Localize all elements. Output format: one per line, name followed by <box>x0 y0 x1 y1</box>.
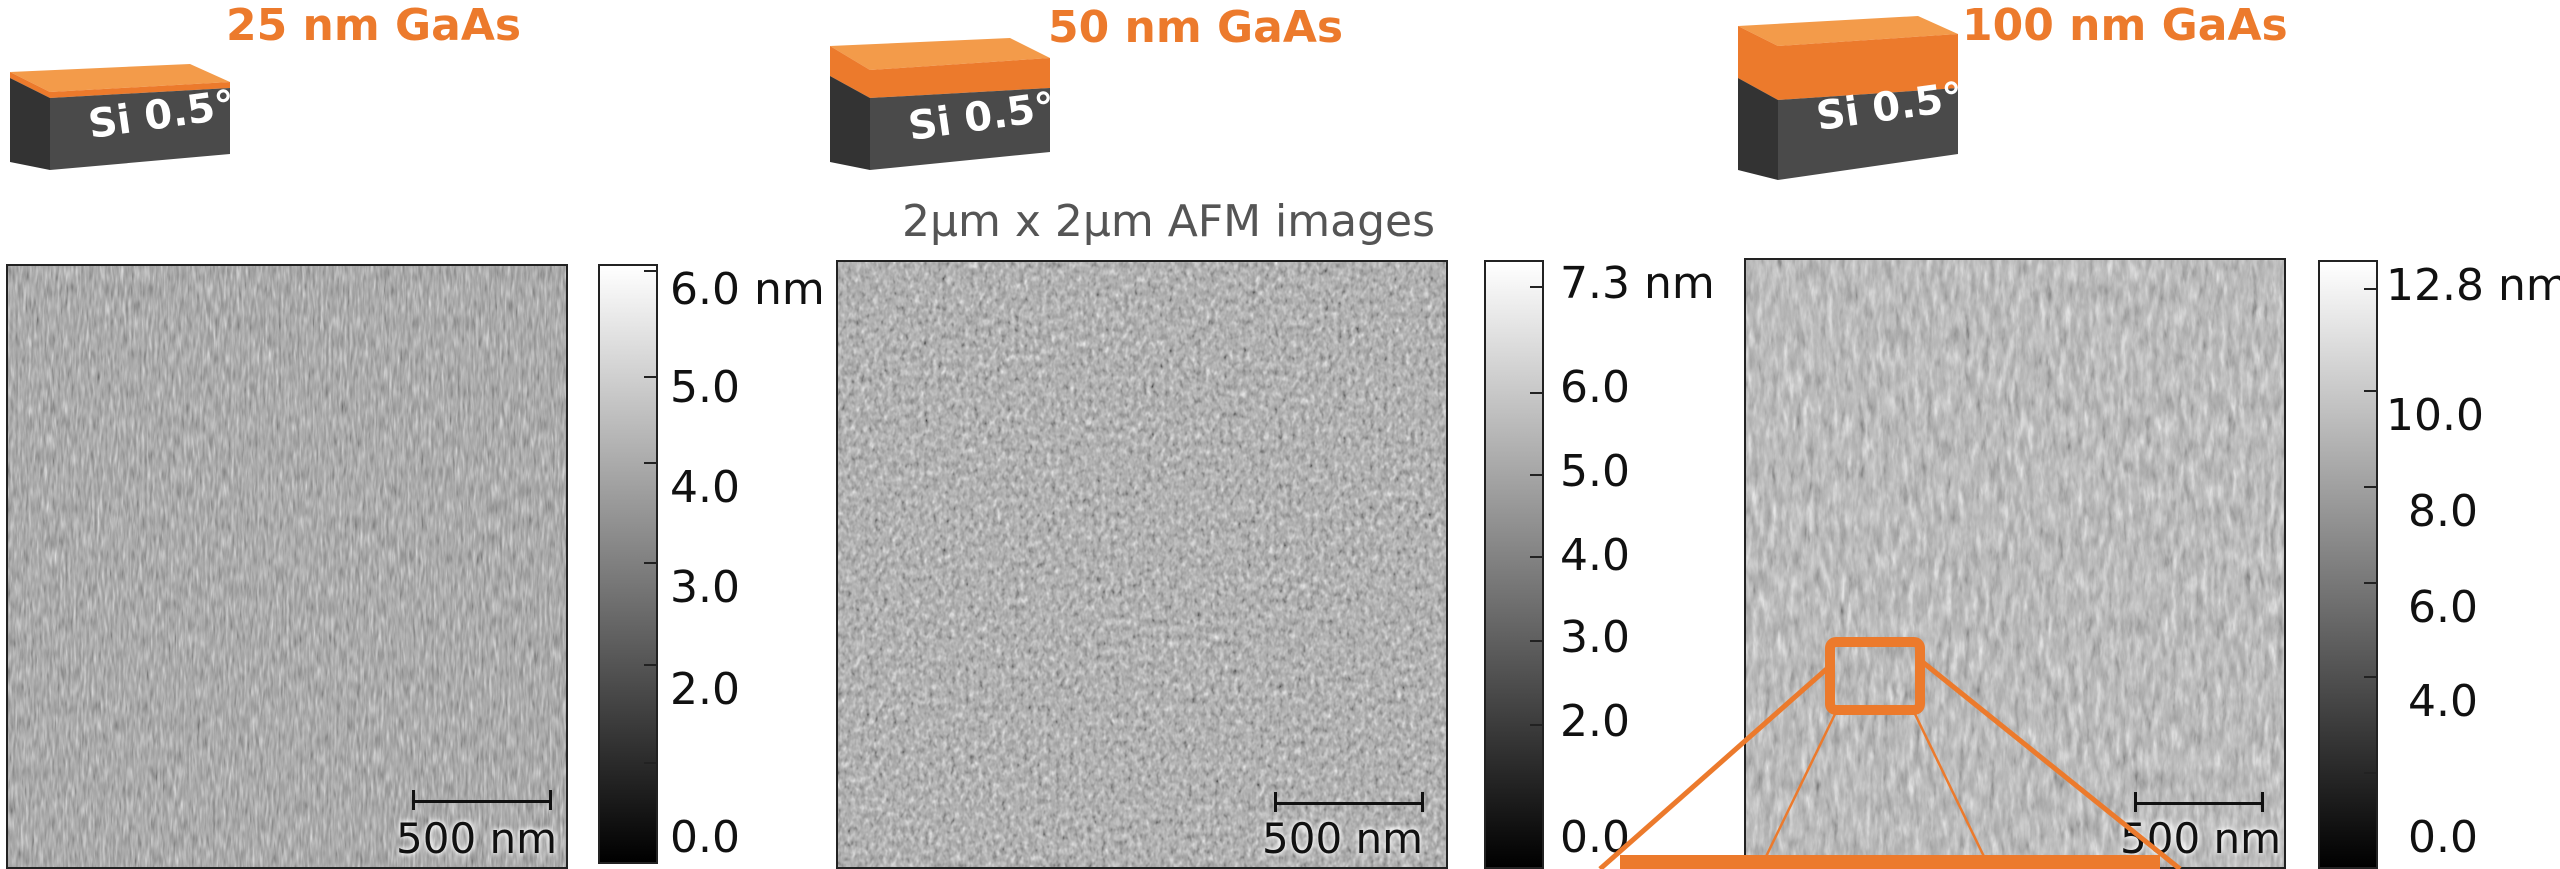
colorbar-tick-label: 3.0 <box>670 562 740 613</box>
afm-caption: 2μm x 2μm AFM images <box>902 196 1436 247</box>
colorbar-100nm <box>2318 260 2378 869</box>
afm-image-25nm: 500 nm <box>6 264 568 869</box>
colorbar-tick-label: 4.0 <box>1560 530 1630 581</box>
colorbar-tick-label: 6.0 nm <box>670 264 825 315</box>
colorbar-tick <box>2364 390 2378 392</box>
scalebar-label: 500 nm <box>2120 814 2282 863</box>
film-label-50nm: 50 nm GaAs <box>1048 2 1344 53</box>
colorbar-25nm <box>598 264 658 864</box>
scalebar-label: 500 nm <box>1262 814 1424 863</box>
scalebar <box>1274 792 1424 812</box>
colorbar-tick <box>1530 392 1544 394</box>
layer-stack-50nm-drawing <box>830 38 1050 170</box>
colorbar-tick-label: 0.0 <box>2408 812 2478 863</box>
colorbar-tick <box>2364 582 2378 584</box>
colorbar-tick-label: 5.0 <box>670 362 740 413</box>
colorbar-tick-label: 6.0 <box>2408 582 2478 633</box>
colorbar-tick-label: 8.0 <box>2408 486 2478 537</box>
colorbar-tick <box>1530 640 1544 642</box>
scalebar <box>412 790 552 810</box>
colorbar-tick <box>2364 486 2378 488</box>
layer-stack-100nm-drawing <box>1738 16 1958 180</box>
colorbar-tick-label: 12.8 nm <box>2386 260 2560 311</box>
afm-texture <box>8 266 566 867</box>
colorbar-tick-label: 0.0 <box>670 812 740 863</box>
scalebar-label: 500 nm <box>396 814 558 863</box>
film-label-25nm: 25 nm GaAs <box>226 0 522 51</box>
colorbar-tick <box>2364 676 2378 678</box>
colorbar-tick <box>644 664 658 666</box>
afm-image-50nm: 500 nm <box>836 260 1448 869</box>
afm-image-100nm: 500 nm <box>1744 258 2286 869</box>
layer-stack-25nm-drawing <box>10 64 230 170</box>
colorbar-tick-label: 10.0 <box>2386 390 2484 441</box>
colorbar-tick-label: 4.0 <box>2408 676 2478 727</box>
scalebar <box>2134 792 2264 812</box>
colorbar-tick-label: 2.0 <box>670 664 740 715</box>
colorbar-tick <box>1530 474 1544 476</box>
colorbar-tick-label: 2.0 <box>1560 696 1630 747</box>
layer-stack-100nm: Si 0.5° <box>1738 4 1966 184</box>
colorbar-tick-label: 3.0 <box>1560 612 1630 663</box>
colorbar-tick <box>644 462 658 464</box>
colorbar-tick <box>2364 772 2378 774</box>
colorbar-tick <box>644 376 658 378</box>
colorbar-tick <box>644 270 658 272</box>
colorbar-tick-label: 7.3 nm <box>1560 258 1715 309</box>
layer-stack-50nm: Si 0.5° <box>830 18 1058 178</box>
colorbar-tick <box>644 562 658 564</box>
film-label-100nm: 100 nm GaAs <box>1962 0 2288 51</box>
colorbar-tick <box>1530 556 1544 558</box>
colorbar-tick-label: 4.0 <box>670 462 740 513</box>
afm-texture <box>838 262 1446 867</box>
colorbar-tick <box>644 762 658 764</box>
colorbar-tick-label: 5.0 <box>1560 446 1630 497</box>
colorbar-tick-label: 0.0 <box>1560 812 1630 863</box>
layer-stack-25nm: Si 0.5° <box>10 30 238 180</box>
colorbar-50nm <box>1484 260 1544 869</box>
colorbar-tick <box>1530 286 1544 288</box>
colorbar-tick <box>1530 724 1544 726</box>
colorbar-tick <box>2364 288 2378 290</box>
colorbar-tick-label: 6.0 <box>1560 362 1630 413</box>
afm-texture <box>1746 260 2284 867</box>
